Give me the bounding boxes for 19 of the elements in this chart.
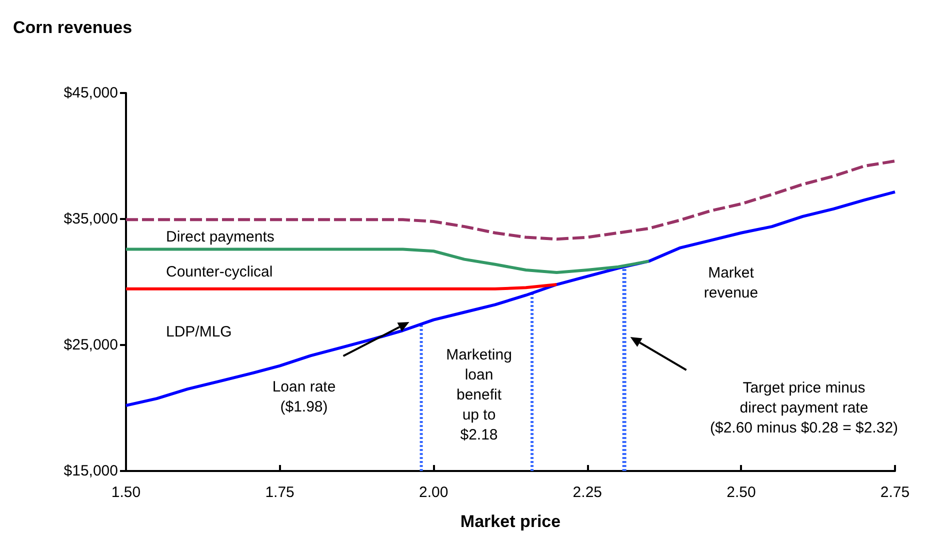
annotation: Marketing loan benefit up to $2.18 xyxy=(446,346,512,444)
x-tick-label: 2.50 xyxy=(726,484,756,501)
annotation: Counter-cyclical xyxy=(166,264,273,280)
x-tick-label: 2.25 xyxy=(572,484,602,501)
x-tick-label: 1.75 xyxy=(265,484,294,501)
annotation: Market revenue xyxy=(704,264,758,302)
x-tick-label: 1.50 xyxy=(111,484,141,501)
x-axis-title: Market price xyxy=(460,512,561,531)
annotation: LDP/MLG xyxy=(166,324,232,340)
x-tick-label: 2.75 xyxy=(880,484,910,501)
x-tick-label: 2.00 xyxy=(419,484,448,501)
y-tick-label: $35,000 xyxy=(64,210,118,228)
annotation: Direct payments xyxy=(166,228,274,246)
y-tick-label: $15,000 xyxy=(64,462,118,480)
annotation: Target price minus direct payment rate ($2.60 minus $0.28 = $2.32) xyxy=(710,380,898,436)
chart-title: Corn revenues xyxy=(13,18,132,37)
y-tick-label: $25,000 xyxy=(64,336,118,354)
annotation: Loan rate ($1.98) xyxy=(272,378,336,416)
y-tick-label: $45,000 xyxy=(64,84,118,102)
